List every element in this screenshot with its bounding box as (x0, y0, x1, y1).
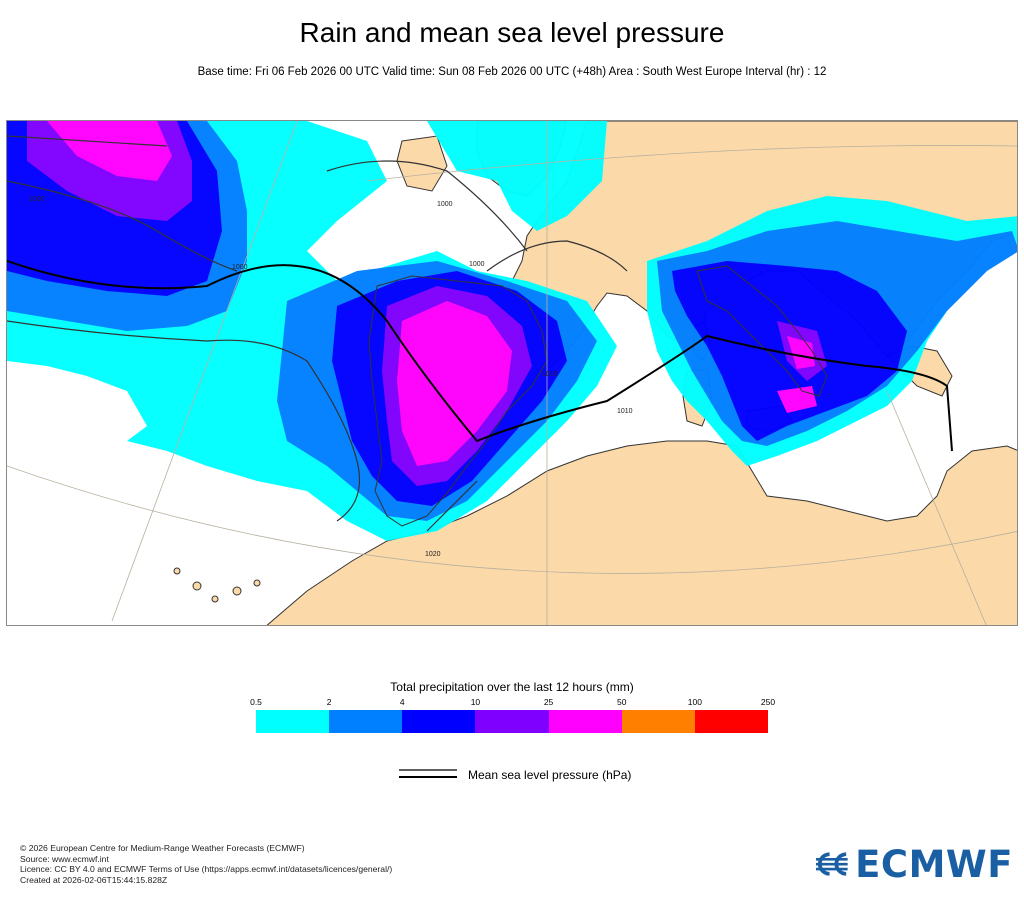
precip-band-magenta-italy (787, 336, 815, 369)
isobar-label: 1010 (542, 371, 558, 378)
legend-title: Total precipitation over the last 12 hou… (390, 680, 634, 694)
legend-tick-label: 0.5 (250, 697, 262, 707)
legend-swatch (475, 710, 549, 733)
isobar-label: 1010 (617, 408, 633, 415)
isobar-label: 1000 (469, 261, 485, 268)
isobar-label: 1020 (425, 551, 441, 558)
coastline-layer (368, 265, 828, 527)
isobar-label: 1000 (232, 264, 248, 271)
legend-tick-label: 50 (616, 697, 627, 707)
legend-tick-label: 4 (399, 697, 405, 707)
legend-colorbar (256, 710, 768, 733)
ecmwf-logo-icon (816, 852, 848, 876)
canary-islands (173, 567, 261, 603)
footer-line: © 2026 European Centre for Medium-Range … (20, 843, 305, 853)
legend-swatch (548, 710, 622, 733)
mslp-legend-icon (399, 769, 457, 778)
forecast-map[interactable]: 1000 1000 1000 1000 1010 1020 1010 (6, 120, 1018, 626)
footer-credits: © 2026 European Centre for Medium-Range … (20, 843, 392, 886)
isobar-labels: 1000 1000 1000 1000 1010 1020 1010 (29, 196, 633, 558)
ecmwf-logo-text: ECMWF (855, 842, 1013, 886)
graticule (7, 121, 1017, 625)
ecmwf-logo[interactable]: ECMWF (813, 842, 1013, 886)
isobar-bold (7, 260, 953, 452)
legend-swatch (256, 710, 330, 733)
precip-band-magenta-iberia (397, 301, 512, 466)
legend-swatch (621, 710, 695, 733)
legend-swatch (694, 710, 768, 733)
footer-line: Created at 2026-02-06T15:44:15.828Z (20, 875, 168, 886)
precip-band-cyan-north (427, 121, 607, 231)
isobar-label: 1000 (29, 196, 45, 203)
legend-tick-label: 250 (760, 697, 776, 707)
legend-swatch (402, 710, 476, 733)
footer-line: Licence: CC BY 4.0 and ECMWF Terms of Us… (20, 864, 393, 875)
mslp-legend-label: Mean sea level pressure (hPa) (468, 768, 632, 782)
legend-tick-label: 100 (687, 697, 702, 707)
isobar-label: 1000 (437, 201, 453, 208)
legend-tick-label: 25 (543, 697, 554, 707)
legend-swatch (329, 710, 403, 733)
chart-title: Rain and mean sea level pressure (299, 17, 725, 48)
land-ireland (396, 135, 448, 192)
legend-tick-label: 10 (470, 697, 481, 707)
footer-line: Source: www.ecmwf.int (20, 853, 109, 864)
legend-tick-label: 2 (326, 697, 332, 707)
map-svg: 1000 1000 1000 1000 1010 1020 1010 (7, 121, 1017, 625)
chart-subtitle: Base time: Fri 06 Feb 2026 00 UTC Valid … (197, 66, 827, 78)
precip-band-magenta (47, 121, 172, 181)
